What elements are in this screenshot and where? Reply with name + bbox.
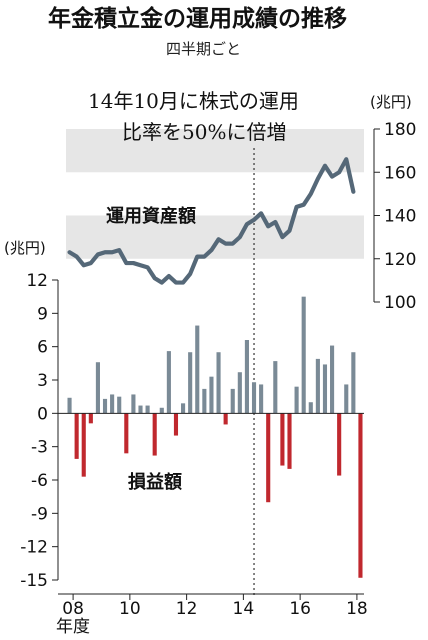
bar-21 xyxy=(216,352,221,414)
bar-29 xyxy=(273,361,278,414)
bar-41 xyxy=(358,413,363,578)
line-y-unit: (兆円) xyxy=(370,93,412,111)
bar-22 xyxy=(223,413,228,425)
bar-y-unit: (兆円) xyxy=(4,239,46,257)
bar-31 xyxy=(287,413,292,469)
bar-10 xyxy=(138,405,143,414)
bar-39 xyxy=(344,384,349,414)
bar-y-tick--15: -15 xyxy=(20,571,48,591)
bar-y-tick-3: 3 xyxy=(37,371,48,391)
asset-line xyxy=(67,157,356,285)
bar-y-tick--3: -3 xyxy=(31,438,48,458)
line-y-tick-160: 160 xyxy=(384,163,416,183)
x-axis-label: 年度 xyxy=(56,617,90,637)
annotation-line-2: 比率を50%に倍増 xyxy=(122,120,286,144)
bar-27 xyxy=(259,384,264,414)
bar-y-tick-9: 9 xyxy=(37,304,48,324)
line-y-tick-120: 120 xyxy=(384,250,416,270)
bar-4 xyxy=(95,362,100,414)
chart-subtitle: 四半期ごと xyxy=(166,40,241,58)
bar-35 xyxy=(315,358,320,414)
bar-series xyxy=(67,296,363,578)
x-tick-08: 08 xyxy=(62,599,84,619)
bar-y-tick-6: 6 xyxy=(37,338,48,358)
bar-7 xyxy=(117,396,122,414)
x-tick-12: 12 xyxy=(176,599,198,619)
bar-19 xyxy=(202,388,207,414)
annotation-line-1: 14年10月に株式の運用 xyxy=(88,89,299,113)
bar-16 xyxy=(181,403,186,414)
bar-12 xyxy=(152,413,157,456)
bar-38 xyxy=(337,413,342,476)
bar-26 xyxy=(251,382,257,414)
bar-1 xyxy=(74,413,79,459)
bar-5 xyxy=(102,398,108,414)
line-series-label: 運用資産額 xyxy=(106,205,196,227)
bar-15 xyxy=(173,413,179,436)
bar-34 xyxy=(308,402,313,414)
line-y-tick-100: 100 xyxy=(384,293,416,313)
bar-13 xyxy=(159,407,164,414)
bar-40 xyxy=(351,352,356,414)
line-y-tick-140: 140 xyxy=(384,207,416,227)
bar-28 xyxy=(266,413,271,503)
bar-y-tick--6: -6 xyxy=(31,471,48,491)
bar-14 xyxy=(166,351,171,414)
bar-30 xyxy=(280,413,285,466)
bar-6 xyxy=(110,394,115,414)
bar-33 xyxy=(301,296,306,414)
bar-series-label: 損益額 xyxy=(128,471,182,493)
bar-25 xyxy=(244,340,249,414)
bar-8 xyxy=(124,413,129,454)
bar-20 xyxy=(209,376,214,414)
bar-y-ticks: 12 9 6 3 0 -3 -6 -9 -12 -15 xyxy=(20,271,58,591)
bar-36 xyxy=(322,364,328,414)
bar-y-tick--9: -9 xyxy=(31,504,48,524)
line-y-tick-180: 180 xyxy=(384,120,416,140)
bar-24 xyxy=(237,372,242,414)
chart-title: 年金積立金の運用成績の推移 xyxy=(48,5,347,32)
line-y-ticks: 100 120 140 160 180 xyxy=(374,120,416,313)
bar-y-tick--12: -12 xyxy=(20,538,48,558)
x-tick-14: 14 xyxy=(233,599,255,619)
bar-3 xyxy=(88,413,93,424)
bar-32 xyxy=(294,386,299,414)
bar-2 xyxy=(81,413,86,477)
bar-18 xyxy=(195,325,200,414)
x-tick-16: 16 xyxy=(289,599,311,619)
bar-23 xyxy=(230,388,235,414)
bar-y-tick-12: 12 xyxy=(26,271,48,291)
bar-9 xyxy=(131,394,136,414)
bar-17 xyxy=(188,352,193,414)
x-ticks: 08 10 12 14 16 18 xyxy=(62,594,368,619)
bar-y-tick-0: 0 xyxy=(37,404,48,424)
bar-37 xyxy=(330,345,335,414)
grid-band-160-180 xyxy=(66,129,364,173)
grid-bands xyxy=(66,129,364,259)
bar-11 xyxy=(145,405,150,414)
x-tick-18: 18 xyxy=(346,599,368,619)
bar-0 xyxy=(67,397,72,414)
x-tick-10: 10 xyxy=(119,599,141,619)
